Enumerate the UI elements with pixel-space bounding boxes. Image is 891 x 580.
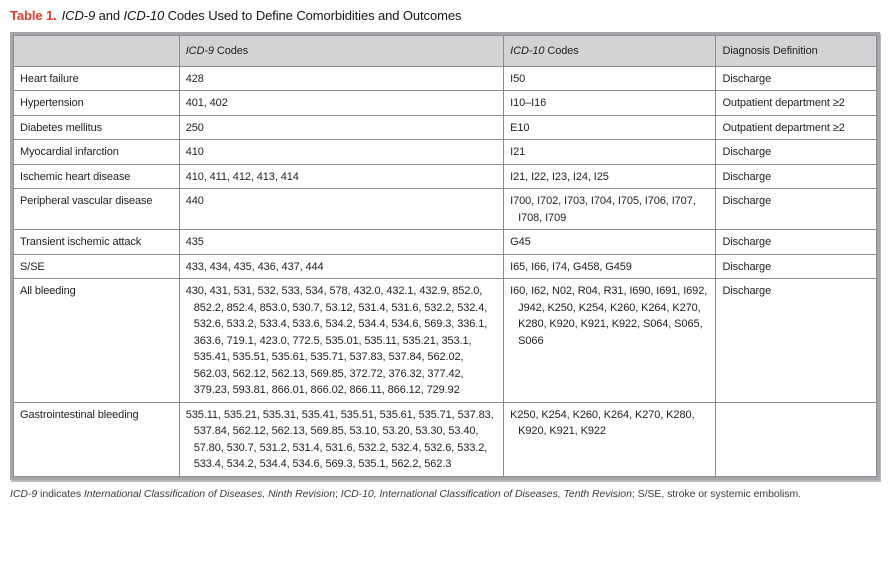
icd9-codes-cell: 435 [178,229,505,255]
table-row: Peripheral vascular disease 440 I700, I7… [13,188,877,230]
header-row: ICD-9 Codes ICD-10 Codes Diagnosis Defin… [13,35,877,67]
icd9-codes-cell: 430, 431, 531, 532, 533, 534, 578, 432.0… [178,278,505,403]
table-row: Diabetes mellitus 250 E10 Outpatient dep… [13,114,877,140]
page: Table 1. ICD-9 and ICD-10 Codes Used to D… [0,8,891,580]
condition-cell: Heart failure [13,65,180,91]
table-caption-number: Table 1. [10,8,57,23]
icd9-codes-cell: 410 [178,139,505,165]
definition-cell: Outpatient department ≥2 [715,90,877,116]
table-row: Transient ischemic attack 435 G45 Discha… [13,229,877,255]
icd10-codes-cell: G45 [503,229,717,255]
icd10-codes-cell: I21, I22, I23, I24, I25 [503,163,717,189]
condition-cell: Ischemic heart disease [13,163,180,189]
condition-cell: Hypertension [13,90,180,116]
definition-cell: Discharge [715,253,877,279]
table-row: S/SE 433, 434, 435, 436, 437, 444 I65, I… [13,253,877,279]
definition-cell: Discharge [715,278,877,403]
table-header: ICD-9 Codes ICD-10 Codes Diagnosis Defin… [13,35,877,67]
codes-table-frame: ICD-9 Codes ICD-10 Codes Diagnosis Defin… [10,32,880,480]
definition-cell: Discharge [715,139,877,165]
table-caption-rest: Codes Used to Define Comorbidities and O… [164,8,462,23]
icd10-codes-cell: I700, I702, I703, I704, I705, I706, I707… [503,188,717,230]
icd9-codes-cell: 410, 411, 412, 413, 414 [178,163,505,189]
footnote-tenth-revision: ICD-10, International Classification of … [340,487,632,500]
icd9-codes-cell: 535.11, 535.21, 535.31, 535.41, 535.51, … [178,401,505,477]
header-cell-icd10: ICD-10 Codes [503,35,717,67]
icd9-codes-cell: 440 [178,188,505,230]
condition-cell: S/SE [13,253,180,279]
icd10-codes-cell: K250, K254, K260, K264, K270, K280, K920… [503,401,717,477]
icd10-codes-cell: I50 [503,65,717,91]
condition-cell: Transient ischemic attack [13,229,180,255]
condition-cell: All bleeding [13,278,180,403]
codes-table: ICD-9 Codes ICD-10 Codes Diagnosis Defin… [13,35,877,477]
table-row: Gastrointestinal bleeding 535.11, 535.21… [13,401,877,477]
icd10-codes-cell: I65, I66, I74, G458, G459 [503,253,717,279]
footnote-ninth-revision: International Classification of Diseases… [83,487,335,500]
table-footnote: ICD-9 indicates International Classifica… [10,488,881,500]
header-cell-condition [13,35,180,67]
condition-cell: Diabetes mellitus [13,114,180,140]
footnote-sse: ; S/SE, stroke or systemic embolism. [631,487,802,500]
table-caption-icd10: ICD-10 [123,8,165,23]
icd10-codes-cell: I21 [503,139,717,165]
table-caption-and: and [95,8,124,23]
icd9-codes-cell: 428 [178,65,505,91]
condition-cell: Myocardial infarction [13,139,180,165]
table-row: Ischemic heart disease 410, 411, 412, 41… [13,163,877,189]
footnote-semicolon: ; [334,487,341,500]
icd10-codes-cell: I60, I62, N02, R04, R31, I690, I691, I69… [503,278,717,403]
icd9-codes-cell: 433, 434, 435, 436, 437, 444 [178,253,505,279]
table-caption-icd9: ICD-9 [61,8,96,23]
definition-cell: Discharge [715,163,877,189]
icd9-codes-cell: 401, 402 [178,90,505,116]
footnote-icd9: ICD-9 [10,487,38,500]
table-row: All bleeding 430, 431, 531, 532, 533, 53… [13,278,877,403]
definition-cell: Discharge [715,65,877,91]
condition-cell: Gastrointestinal bleeding [13,401,180,477]
header-cell-icd9: ICD-9 Codes [178,35,505,67]
definition-cell: Discharge [715,229,877,255]
footnote-indicates: indicates [37,487,84,500]
icd9-codes-cell: 250 [178,114,505,140]
table-row: Myocardial infarction 410 I21 Discharge [13,139,877,165]
table-row: Heart failure 428 I50 Discharge [13,65,877,91]
condition-cell: Peripheral vascular disease [13,188,180,230]
definition-cell: Discharge [715,188,877,230]
definition-cell [715,401,877,477]
icd10-codes-cell: E10 [503,114,717,140]
table-body: Heart failure 428 I50 Discharge Hyperten… [13,65,877,477]
header-cell-definition: Diagnosis Definition [715,35,877,67]
table-row: Hypertension 401, 402 I10–I16 Outpatient… [13,90,877,116]
table-caption: Table 1. ICD-9 and ICD-10 Codes Used to D… [10,8,881,23]
icd10-codes-cell: I10–I16 [503,90,717,116]
definition-cell: Outpatient department ≥2 [715,114,877,140]
